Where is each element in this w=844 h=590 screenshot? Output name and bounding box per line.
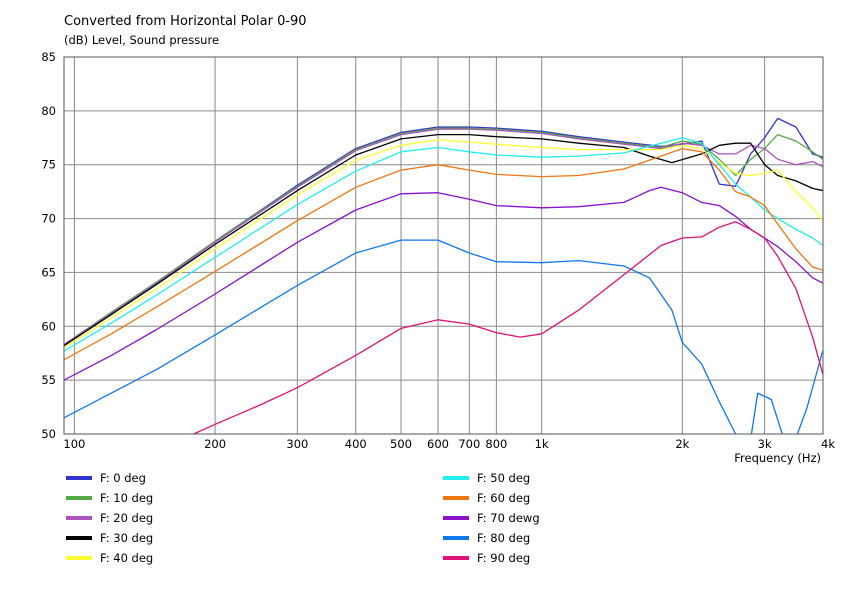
legend-swatch	[66, 496, 92, 500]
series-line	[64, 117, 823, 346]
series-line	[64, 128, 823, 346]
legend-swatch	[443, 516, 469, 520]
y-tick-label: 85	[41, 50, 56, 64]
legend-swatch	[66, 476, 92, 480]
x-axis-label: Frequency (Hz)	[734, 451, 821, 465]
series-lines	[64, 117, 823, 434]
legend-label: F: 50 deg	[477, 471, 530, 485]
series-line	[64, 133, 823, 347]
legend-label: F: 30 deg	[100, 531, 153, 545]
x-tick-label: 100	[63, 437, 85, 451]
chart-title: Converted from Horizontal Polar 0-90	[64, 14, 307, 29]
legend-label: F: 0 deg	[100, 471, 146, 485]
y-axis-label: (dB) Level, Sound pressure	[64, 33, 219, 47]
legend-swatch	[66, 516, 92, 520]
series-line	[64, 239, 823, 434]
y-tick-label: 80	[41, 104, 56, 118]
legend-label: F: 70 dewg	[477, 511, 540, 525]
series-line	[64, 127, 823, 346]
x-tick-label: 200	[204, 437, 226, 451]
y-tick-label: 65	[41, 265, 56, 279]
y-tick-label: 75	[41, 158, 56, 172]
y-tick-label: 50	[41, 427, 56, 441]
legend-swatch	[443, 536, 469, 540]
legend-label: F: 20 deg	[100, 511, 153, 525]
series-line	[64, 147, 823, 361]
grid	[64, 56, 824, 435]
y-tick-labels: 50 55 60 65 70 75 80 85	[41, 50, 56, 441]
y-tick-label: 60	[41, 319, 56, 333]
legend: F: 0 deg F: 10 deg F: 20 deg F: 30 deg F: 40…	[66, 471, 540, 565]
x-tick-label: 800	[485, 437, 507, 451]
x-tick-label: 1k	[535, 437, 549, 451]
legend-swatch	[443, 556, 469, 560]
x-tick-label: 2k	[675, 437, 689, 451]
x-tick-label: 500	[390, 437, 412, 451]
x-tick-label: 400	[345, 437, 367, 451]
legend-label: F: 40 deg	[100, 551, 153, 565]
series-line	[193, 221, 823, 434]
x-tick-label: 3k	[758, 437, 772, 451]
x-tick-label: 700	[458, 437, 480, 451]
plot-frame	[63, 56, 824, 435]
legend-swatch	[66, 536, 92, 540]
legend-swatch	[66, 556, 92, 560]
legend-swatch	[443, 476, 469, 480]
legend-label: F: 80 deg	[477, 531, 530, 545]
legend-label: F: 90 deg	[477, 551, 530, 565]
x-tick-label: 4k	[821, 437, 835, 451]
series-line	[64, 137, 823, 352]
y-tick-label: 55	[41, 373, 56, 387]
series-line	[64, 186, 823, 381]
series-line	[64, 139, 823, 349]
legend-label: F: 10 deg	[100, 491, 153, 505]
y-tick-label: 70	[41, 212, 56, 226]
legend-swatch	[443, 496, 469, 500]
legend-label: F: 60 deg	[477, 491, 530, 505]
x-tick-label: 300	[286, 437, 308, 451]
x-tick-label: 600	[427, 437, 449, 451]
x-tick-labels: 100 200 300 400 500 600 700 800 1k 2k 3k 4k	[63, 437, 835, 451]
